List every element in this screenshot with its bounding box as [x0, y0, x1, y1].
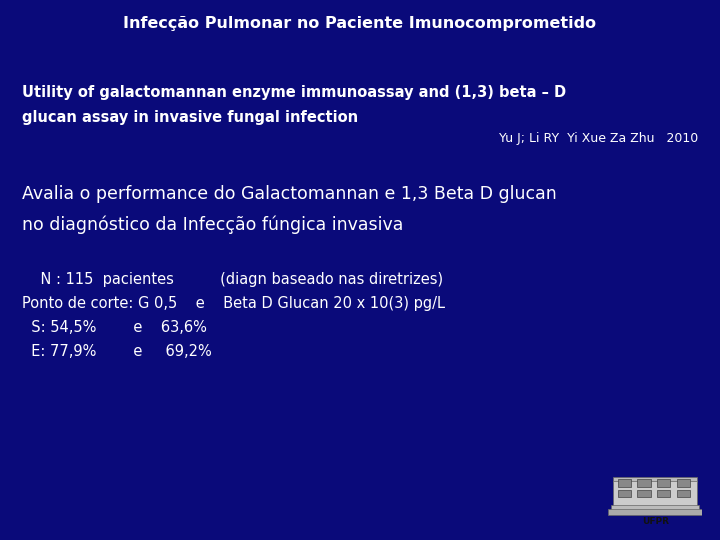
- Text: Avalia o performance do Galactomannan e 1,3 Beta D glucan: Avalia o performance do Galactomannan e …: [22, 185, 557, 203]
- Bar: [657, 490, 670, 497]
- Bar: [611, 505, 699, 510]
- Bar: [637, 479, 651, 487]
- Text: N : 115  pacientes          (diagn baseado nas diretrizes): N : 115 pacientes (diagn baseado nas dir…: [22, 272, 443, 287]
- Bar: [613, 477, 697, 482]
- Text: Utility of galactomannan enzyme immunoassay and (1,3) beta – D: Utility of galactomannan enzyme immunoas…: [22, 85, 566, 100]
- Text: S: 54,5%        e    63,6%: S: 54,5% e 63,6%: [22, 320, 207, 335]
- Bar: [618, 479, 631, 487]
- Text: UFPR: UFPR: [642, 517, 669, 525]
- Bar: [677, 479, 690, 487]
- Bar: [637, 490, 651, 497]
- Text: Yu J; Li RY  Yi Xue Za Zhu   2010: Yu J; Li RY Yi Xue Za Zhu 2010: [499, 132, 698, 145]
- Text: Infecção Pulmonar no Paciente Imunocomprometido: Infecção Pulmonar no Paciente Imunocompr…: [123, 16, 597, 31]
- Text: E: 77,9%        e     69,2%: E: 77,9% e 69,2%: [22, 344, 212, 359]
- Text: glucan assay in invasive fungal infection: glucan assay in invasive fungal infectio…: [22, 110, 358, 125]
- Text: Ponto de corte: G 0,5    e    Beta D Glucan 20 x 10(3) pg/L: Ponto de corte: G 0,5 e Beta D Glucan 20…: [22, 296, 445, 311]
- Bar: [608, 509, 702, 515]
- Bar: [613, 481, 697, 506]
- Bar: [618, 490, 631, 497]
- Bar: [657, 479, 670, 487]
- Bar: [677, 490, 690, 497]
- Text: no diagnóstico da Infecção fúngica invasiva: no diagnóstico da Infecção fúngica invas…: [22, 215, 403, 233]
